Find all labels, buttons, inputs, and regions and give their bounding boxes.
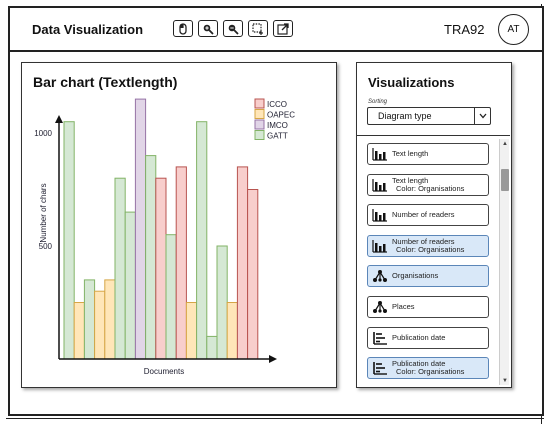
zoom-in-button[interactable] [198, 20, 218, 37]
visualization-item-title: Number of readers [392, 236, 455, 246]
visualization-item-label: Number of readers [392, 211, 455, 219]
bar-gatt [196, 121, 208, 360]
scrollbar[interactable]: ▲ ▼ [499, 139, 509, 385]
visualization-item-title: Number of readers [392, 210, 455, 220]
visualization-item[interactable]: Number of readers [367, 204, 489, 227]
visualization-item-label: Publication date Color: Organisations [392, 360, 464, 376]
visualization-item-label: Places [392, 301, 415, 311]
bar-gatt [83, 279, 96, 360]
legend-label-imco: IMCO [267, 121, 288, 130]
visualization-item[interactable]: Places [367, 295, 489, 318]
visualization-item[interactable]: Organisations [367, 265, 489, 288]
visualization-item-subtitle: Color: Organisations [396, 183, 465, 193]
bar-imco [134, 98, 147, 360]
visualization-item-subtitle: Color: Organisations [396, 244, 465, 254]
bar-oapec [94, 290, 106, 360]
bar-gatt [145, 155, 157, 360]
network-icon [372, 269, 388, 283]
visualization-item[interactable]: Text length [367, 143, 489, 165]
visualization-item-label: Publication date [392, 332, 446, 342]
bar-chart-icon [372, 147, 388, 161]
bar-icco [236, 166, 249, 360]
y-tick-label: 1000 [34, 129, 52, 138]
bar-icco [247, 189, 259, 360]
visualization-item-title: Publication date [392, 359, 446, 369]
visualization-item-label: Text length [392, 150, 428, 158]
mouse-icon [179, 22, 187, 35]
legend-label-gatt: GATT [267, 132, 288, 141]
legend-swatch-icco [254, 98, 265, 109]
header-bar: Data Visualization TRA92 AT [10, 8, 542, 52]
visualization-item[interactable]: Text length Color: Organisations [367, 173, 489, 196]
toolbar [173, 20, 293, 37]
visualization-item-title: Publication date [392, 332, 446, 342]
visualization-item-title: Text length [392, 149, 429, 158]
bar-oapec [185, 302, 198, 360]
visualization-item-label: Organisations [392, 272, 438, 280]
visualization-item[interactable]: Publication date [367, 326, 489, 349]
x-axis-label: Documents [144, 367, 184, 376]
network-icon [372, 300, 388, 314]
bar-chart-icon [372, 208, 388, 222]
mouse-tool-button[interactable] [173, 20, 193, 37]
bar-oapec [226, 302, 238, 360]
sorting-select[interactable]: Diagram type [367, 107, 491, 125]
bar-gatt [124, 211, 136, 360]
legend-swatch-imco [254, 119, 265, 130]
chart-title: Bar chart (Textlength) [33, 74, 178, 90]
sorting-label: Sorting [368, 99, 388, 105]
x-axis-arrow [269, 355, 277, 363]
bar-gatt [216, 245, 228, 360]
select-area-icon [252, 22, 263, 35]
y-tick-label: 500 [39, 242, 53, 251]
bar-icco [155, 177, 167, 360]
user-code: TRA92 [444, 22, 485, 37]
bar-gatt [165, 234, 177, 360]
avatar[interactable]: AT [498, 14, 529, 45]
bar-icco [175, 166, 187, 360]
bar-gatt [114, 177, 126, 360]
legend-label-oapec: OAPEC [267, 111, 295, 120]
bar-chart: 500 1000 Documents Number of chars ICCO OAPE… [34, 98, 295, 376]
bar-chart-icon [372, 239, 388, 253]
visualization-item-title: Places [392, 301, 415, 311]
visualizations-title: Visualizations [368, 75, 455, 90]
zoom-out-button[interactable] [223, 20, 243, 37]
select-area-button[interactable] [248, 20, 268, 37]
frame-edge-bottom [6, 418, 544, 419]
bar-oapec [104, 279, 116, 360]
timeline-icon [372, 361, 388, 375]
visualization-item-label: Text length Color: Organisations [392, 175, 465, 193]
y-axis-arrow [55, 115, 63, 123]
open-external-icon [277, 22, 289, 35]
chart-panel: 500 1000 Documents Number of chars ICCO OAPE… [21, 62, 337, 388]
timeline-icon [372, 331, 388, 345]
legend-swatch-gatt [254, 130, 265, 140]
scroll-thumb[interactable] [501, 169, 509, 191]
chevron-down-icon[interactable] [474, 108, 490, 124]
visualization-item-title: Organisations [392, 271, 439, 281]
visualizations-panel: Visualizations Sorting Diagram type Text… [356, 62, 512, 388]
visualization-item-label: Number of readers Color: Organisations [392, 236, 465, 254]
visualization-item-title: Text length [392, 175, 429, 185]
legend-swatch-oapec [254, 109, 265, 119]
visualization-item-subtitle: Color: Organisations [396, 367, 465, 377]
visualization-list: Text length Text length Color: Organisatio… [367, 143, 489, 388]
legend-label-icco: ICCO [267, 100, 287, 109]
scroll-down-arrow-icon[interactable]: ▼ [502, 377, 508, 384]
sorting-value: Diagram type [378, 111, 432, 121]
visualization-item[interactable]: Number of readers Color: Organisations [367, 234, 489, 257]
scroll-up-arrow-icon[interactable]: ▲ [502, 140, 508, 147]
zoom-in-icon [203, 24, 214, 35]
bar-gatt [63, 121, 75, 360]
bar-chart-icon [372, 178, 388, 192]
bar-oapec [73, 302, 85, 360]
app-title: Data Visualization [32, 22, 144, 37]
divider [357, 135, 510, 136]
y-axis-label: Number of chars [39, 183, 48, 242]
visualization-item[interactable]: Publication date Color: Organisations [367, 357, 489, 380]
zoom-out-icon [228, 24, 239, 35]
open-external-button[interactable] [273, 20, 293, 37]
bar-gatt [206, 335, 218, 360]
